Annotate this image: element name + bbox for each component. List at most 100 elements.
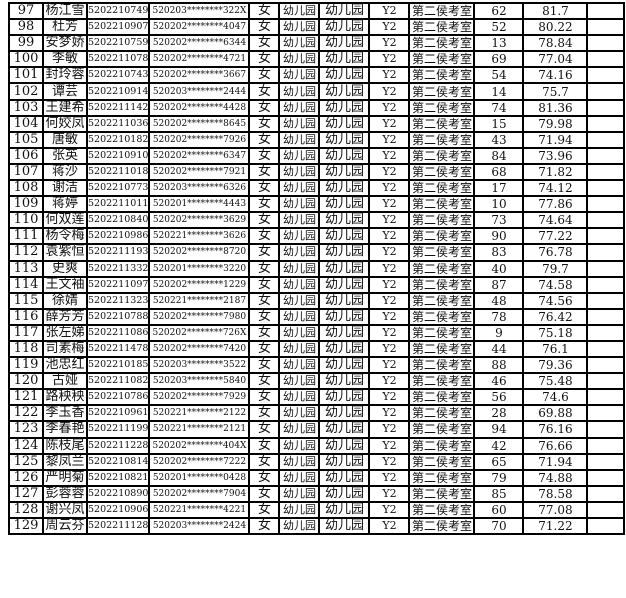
gender-cell: 女 (248, 50, 281, 69)
exam-id-cell: 5202210743 (85, 66, 151, 85)
remarks-cell (586, 179, 626, 198)
remarks-cell (586, 372, 626, 391)
candidate-name-cell: 路秧秧 (42, 388, 88, 407)
id-card-cell: 520221********2187 (148, 291, 251, 310)
table-row: 126 严明菊 5202210821 520201********0428 女幼儿园 幼儿… (8, 468, 626, 487)
gender-cell: 女 (248, 243, 281, 262)
unit-cell: 幼儿园 (278, 1, 321, 21)
score-cell: 76.66 (522, 436, 589, 455)
remarks-cell (586, 195, 626, 214)
id-card-cell: 520202********7921 (148, 162, 251, 182)
exam-id-cell: 5202210961 (85, 404, 151, 423)
gender-cell: 女 (248, 307, 281, 326)
score-cell: 79.36 (522, 356, 589, 375)
table-row: 97 杨江雪 5202210749 520203********322X 女幼儿园 幼儿园… (8, 1, 626, 21)
waiting-room-cell: 第二侯考室 (408, 436, 476, 455)
score-cell: 79.7 (522, 259, 589, 278)
exam-id-cell: 5202210773 (85, 179, 151, 198)
waiting-room-cell: 第二侯考室 (408, 291, 476, 310)
row-number-cell: 126 (8, 468, 44, 487)
exam-id-cell: 5202211097 (85, 275, 151, 294)
row-number-cell: 119 (8, 356, 44, 375)
gender-cell: 女 (248, 436, 281, 455)
remarks-cell (586, 50, 626, 69)
exam-id-cell: 5202210759 (85, 34, 151, 53)
exam-id-cell: 5202210986 (85, 227, 151, 246)
waiting-room-cell: 第二侯考室 (408, 323, 476, 342)
exam-id-cell: 5202210890 (85, 484, 151, 503)
remarks-cell (586, 227, 626, 246)
seat-number-cell: 52 (473, 18, 525, 37)
id-card-cell: 520221********2122 (148, 404, 251, 423)
seat-number-cell: 17 (473, 179, 525, 198)
row-number-cell: 108 (8, 179, 44, 198)
id-card-cell: 520203********5840 (148, 372, 251, 391)
exam-id-cell: 5202211036 (85, 114, 151, 133)
unit-cell: 幼儿园 (278, 162, 321, 182)
seat-number-cell: 65 (473, 452, 525, 471)
exam-id-cell: 5202210814 (85, 452, 151, 471)
position-code-cell: Y2 (368, 18, 411, 37)
unit-cell: 幼儿园 (278, 275, 321, 294)
exam-id-cell: 5202210185 (85, 356, 151, 375)
candidate-name-cell: 黎凤兰 (42, 452, 88, 471)
gender-cell: 女 (248, 179, 281, 198)
position-code-cell: Y2 (368, 339, 411, 359)
gender-cell: 女 (248, 452, 281, 471)
row-number-cell: 127 (8, 484, 44, 503)
unit-cell: 幼儿园 (278, 516, 321, 536)
unit-cell: 幼儿园 (278, 114, 321, 133)
row-number-cell: 114 (8, 275, 44, 294)
candidate-name-cell: 薛芳芳 (42, 307, 88, 326)
candidate-name-cell: 周云芬 (42, 516, 88, 536)
table-row: 121 路秧秧 5202210786 520202********7929 女幼儿园 幼儿… (8, 388, 626, 407)
waiting-room-cell: 第二侯考室 (408, 404, 476, 423)
row-number-cell: 117 (8, 323, 44, 342)
exam-id-cell: 5202210910 (85, 146, 151, 165)
gender-cell: 女 (248, 468, 281, 487)
waiting-room-cell: 第二侯考室 (408, 388, 476, 407)
score-cell: 76.16 (522, 420, 589, 439)
table-row: 115 徐婧 5202211323 520221********2187 女幼儿园 幼儿园… (8, 291, 626, 310)
unit-cell: 幼儿园 (278, 50, 321, 69)
position-cell: 幼儿园 (318, 227, 371, 246)
table-row: 103 王建希 5202211142 520202********4428 女幼儿园 幼儿… (8, 98, 626, 117)
candidate-name-cell: 史爽 (42, 259, 88, 278)
unit-cell: 幼儿园 (278, 211, 321, 230)
table-row: 123 李春艳 5202211199 520221********2121 女幼儿园 幼儿… (8, 420, 626, 439)
waiting-room-cell: 第二侯考室 (408, 66, 476, 85)
position-cell: 幼儿园 (318, 356, 371, 375)
position-code-cell: Y2 (368, 388, 411, 407)
id-card-cell: 520202********3667 (148, 66, 251, 85)
exam-id-cell: 5202211199 (85, 420, 151, 439)
unit-cell: 幼儿园 (278, 130, 321, 149)
waiting-room-cell: 第二侯考室 (408, 275, 476, 294)
id-card-cell: 520203********2444 (148, 82, 251, 101)
candidate-name-cell: 蒋沙 (42, 162, 88, 182)
id-card-cell: 520221********3626 (148, 227, 251, 246)
table-row: 104 何姣凤 5202211036 520202********8645 女幼儿园 幼儿… (8, 114, 626, 133)
position-cell: 幼儿园 (318, 114, 371, 133)
position-cell: 幼儿园 (318, 388, 371, 407)
id-card-cell: 520202********7929 (148, 388, 251, 407)
unit-cell: 幼儿园 (278, 34, 321, 53)
row-number-cell: 113 (8, 259, 44, 278)
position-code-cell: Y2 (368, 500, 411, 520)
waiting-room-cell: 第二侯考室 (408, 195, 476, 214)
exam-id-cell: 5202211018 (85, 162, 151, 182)
score-cell: 75.18 (522, 323, 589, 342)
gender-cell: 女 (248, 98, 281, 117)
remarks-cell (586, 259, 626, 278)
remarks-cell (586, 243, 626, 262)
seat-number-cell: 62 (473, 1, 525, 21)
candidate-name-cell: 李玉香 (42, 404, 88, 423)
gender-cell: 女 (248, 114, 281, 133)
gender-cell: 女 (248, 66, 281, 85)
candidate-name-cell: 袁紫恒 (42, 243, 88, 262)
waiting-room-cell: 第二侯考室 (408, 372, 476, 391)
candidate-name-cell: 杜芳 (42, 18, 88, 37)
candidate-name-cell: 陈枝尾 (42, 436, 88, 455)
gender-cell: 女 (248, 259, 281, 278)
table-row: 108 谢洁 5202210773 520203********6326 女幼儿园 幼儿园… (8, 179, 626, 198)
gender-cell: 女 (248, 195, 281, 214)
